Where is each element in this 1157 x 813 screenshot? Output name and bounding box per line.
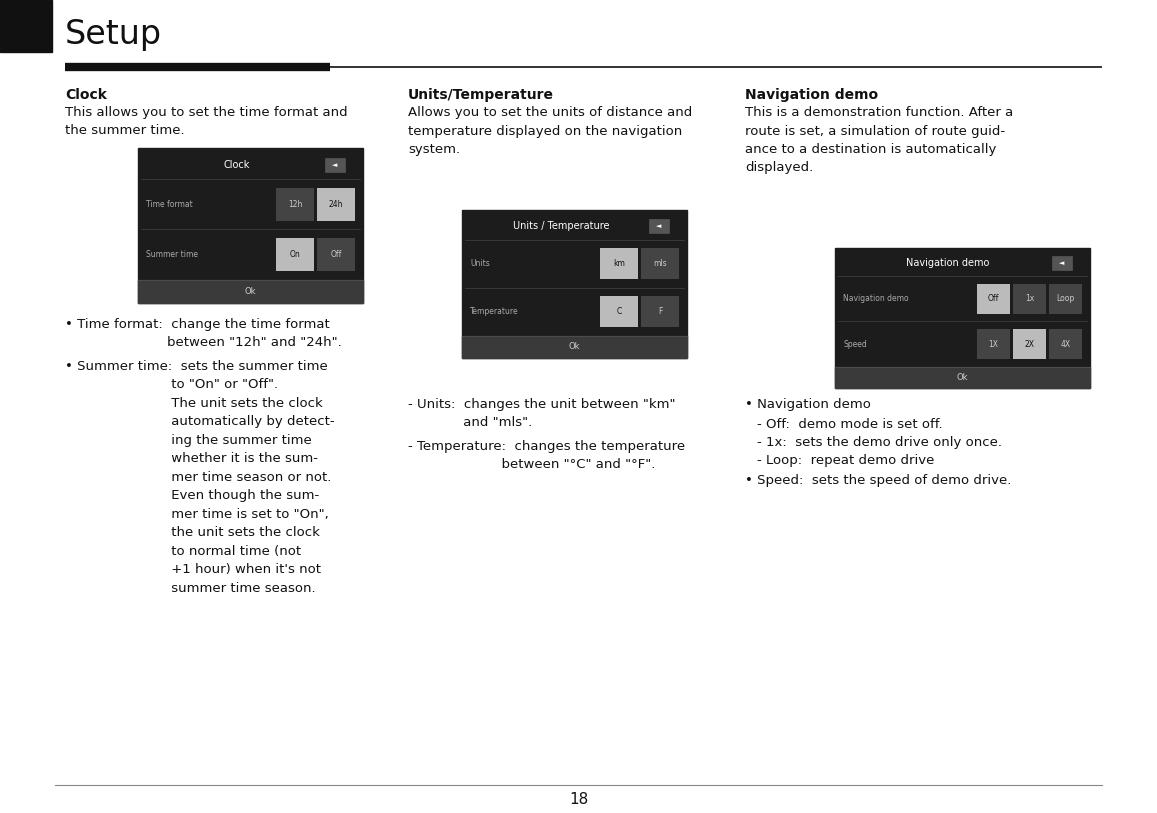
Text: 2X: 2X: [1024, 340, 1034, 349]
Text: ◄: ◄: [656, 224, 662, 229]
Text: • Speed:  sets the speed of demo drive.: • Speed: sets the speed of demo drive.: [745, 474, 1011, 487]
Text: On: On: [289, 250, 301, 259]
Text: - Off:  demo mode is set off.: - Off: demo mode is set off.: [757, 418, 943, 431]
Text: Summer time: Summer time: [146, 250, 198, 259]
Text: Loop: Loop: [1056, 294, 1075, 303]
Text: ◄: ◄: [332, 162, 338, 168]
Text: 12h: 12h: [288, 200, 302, 209]
Text: - Units:  changes the unit between "km"
             and "mls".: - Units: changes the unit between "km" a…: [408, 398, 676, 429]
Text: Clock: Clock: [65, 88, 106, 102]
Text: Units: Units: [470, 259, 489, 268]
Text: Clock: Clock: [223, 160, 250, 170]
Bar: [835, 367, 1090, 388]
Text: Ok: Ok: [569, 342, 581, 351]
Text: • Time format:  change the time format
                        between "12h" and: • Time format: change the time format be…: [65, 318, 341, 350]
Text: Time format: Time format: [146, 200, 193, 209]
Text: 18: 18: [569, 792, 588, 806]
Bar: [325, 158, 345, 172]
Text: Ok: Ok: [957, 373, 968, 382]
Bar: [462, 210, 687, 358]
Bar: [977, 284, 1010, 314]
Text: Off: Off: [330, 250, 341, 259]
Text: 24h: 24h: [329, 200, 344, 209]
Text: • Summer time:  sets the summer time
                         to "On" or "Off".
: • Summer time: sets the summer time to "…: [65, 360, 334, 595]
Bar: [1014, 329, 1046, 359]
Text: 1X: 1X: [988, 340, 998, 349]
Text: 4X: 4X: [1061, 340, 1070, 349]
Text: Speed: Speed: [843, 340, 867, 349]
Bar: [649, 220, 669, 233]
Bar: [1049, 329, 1082, 359]
Text: This allows you to set the time format and
the summer time.: This allows you to set the time format a…: [65, 106, 347, 137]
Text: mls: mls: [654, 259, 666, 268]
Bar: [138, 148, 363, 303]
Bar: [317, 238, 355, 271]
Text: F: F: [658, 307, 662, 316]
Text: - Temperature:  changes the temperature
                      between "°C" and ": - Temperature: changes the temperature b…: [408, 440, 685, 472]
Bar: [600, 296, 638, 328]
Text: Setup: Setup: [65, 18, 162, 51]
Bar: [641, 296, 679, 328]
Text: • Navigation demo: • Navigation demo: [745, 398, 871, 411]
Text: Units/Temperature: Units/Temperature: [408, 88, 554, 102]
Bar: [277, 188, 314, 220]
Text: Temperature: Temperature: [470, 307, 518, 316]
Bar: [835, 248, 1090, 388]
Bar: [462, 336, 687, 358]
Text: 1x: 1x: [1025, 294, 1034, 303]
Bar: [641, 248, 679, 280]
Text: - Loop:  repeat demo drive: - Loop: repeat demo drive: [757, 454, 935, 467]
Bar: [1049, 284, 1082, 314]
Text: Navigation demo: Navigation demo: [843, 294, 908, 303]
Text: C: C: [617, 307, 621, 316]
Bar: [977, 329, 1010, 359]
Bar: [1014, 284, 1046, 314]
Text: km: km: [613, 259, 625, 268]
Bar: [277, 238, 314, 271]
Text: Navigation demo: Navigation demo: [906, 259, 989, 268]
Text: ◄: ◄: [1060, 260, 1064, 267]
Bar: [600, 248, 638, 280]
Text: Navigation demo: Navigation demo: [745, 88, 878, 102]
Bar: [0, 0, 52, 52]
Bar: [138, 280, 363, 303]
Text: - 1x:  sets the demo drive only once.: - 1x: sets the demo drive only once.: [757, 436, 1002, 449]
Text: Off: Off: [988, 294, 1000, 303]
Text: Ok: Ok: [245, 287, 256, 296]
Bar: [1052, 256, 1073, 271]
Bar: [317, 188, 355, 220]
Text: Allows you to set the units of distance and
temperature displayed on the navigat: Allows you to set the units of distance …: [408, 106, 692, 156]
Text: Units / Temperature: Units / Temperature: [513, 221, 610, 231]
Text: This is a demonstration function. After a
route is set, a simulation of route gu: This is a demonstration function. After …: [745, 106, 1014, 175]
